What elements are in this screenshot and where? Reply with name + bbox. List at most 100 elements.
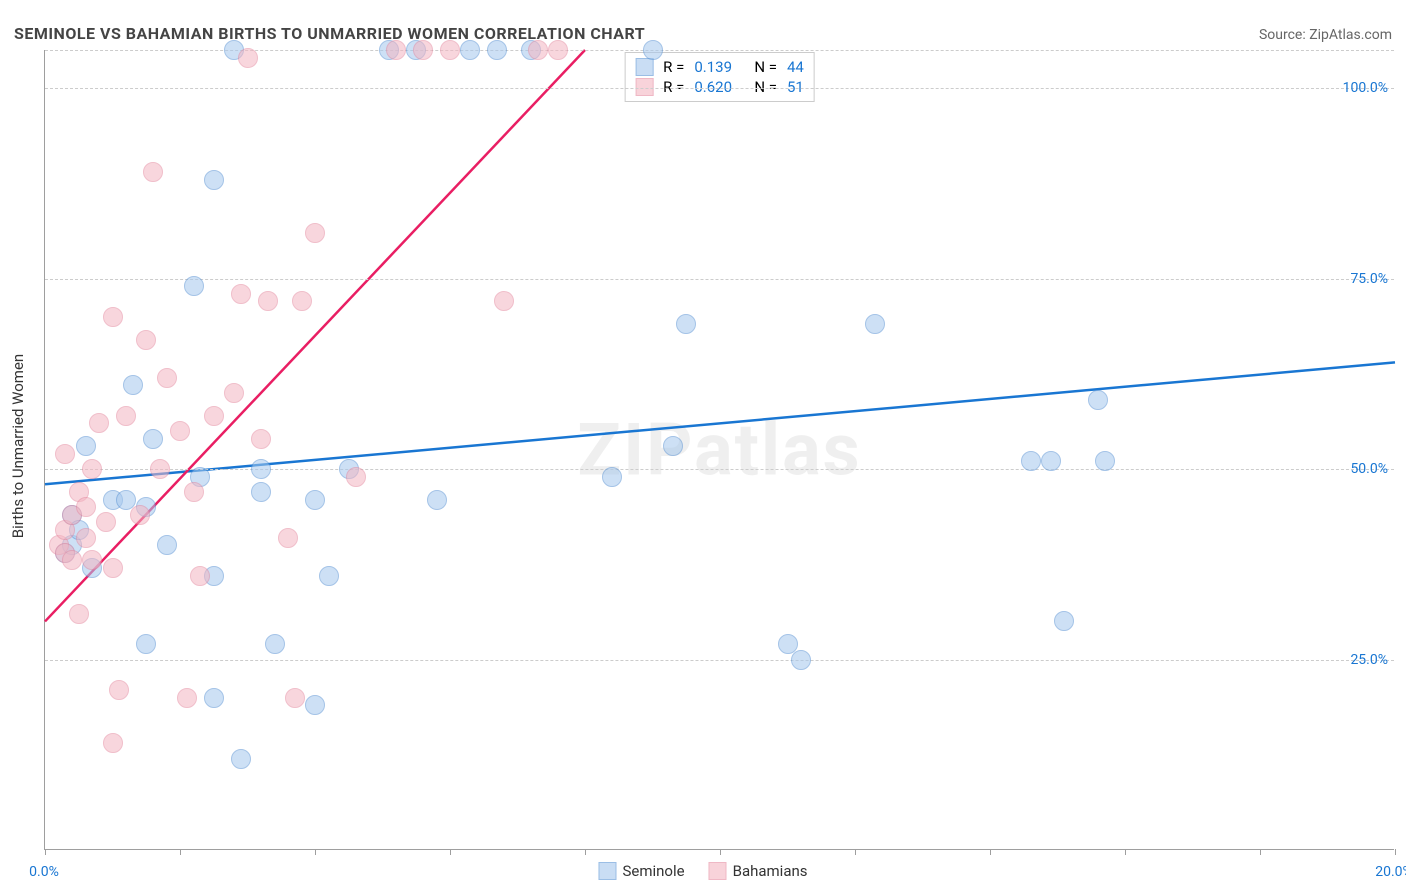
legend-swatch [635, 78, 653, 96]
legend-n-value: 44 [787, 58, 804, 76]
data-point [1088, 390, 1108, 410]
data-point [55, 444, 75, 464]
legend-stats-row: R = 0.139 N = 44 [635, 57, 804, 77]
data-point [494, 291, 514, 311]
grid-line [45, 88, 1394, 89]
data-point [1021, 451, 1041, 471]
data-point [82, 550, 102, 570]
data-point [190, 566, 210, 586]
chart-container: SEMINOLE VS BAHAMIAN BIRTHS TO UNMARRIED… [0, 0, 1406, 892]
header: SEMINOLE VS BAHAMIAN BIRTHS TO UNMARRIED… [14, 24, 1392, 43]
data-point [157, 368, 177, 388]
source-label: Source: ZipAtlas.com [1259, 27, 1392, 43]
data-point [663, 436, 683, 456]
y-tick-label: 25.0% [1350, 652, 1388, 668]
data-point [251, 482, 271, 502]
data-point [319, 566, 339, 586]
data-point [184, 482, 204, 502]
x-tick-mark [855, 849, 856, 855]
legend-item: Bahamians [709, 862, 808, 880]
data-point [285, 688, 305, 708]
legend-n-label: N = [754, 58, 777, 76]
trend-line [45, 50, 585, 621]
data-point [157, 535, 177, 555]
grid-line [45, 660, 1394, 661]
data-point [184, 276, 204, 296]
data-point [460, 40, 480, 60]
data-point [89, 413, 109, 433]
x-tick-mark [990, 849, 991, 855]
data-point [305, 695, 325, 715]
data-point [643, 40, 663, 60]
x-tick-mark [720, 849, 721, 855]
legend-n-label: N = [754, 78, 777, 96]
data-point [204, 406, 224, 426]
data-point [231, 284, 251, 304]
data-point [258, 291, 278, 311]
data-point [224, 383, 244, 403]
y-tick-label: 50.0% [1350, 461, 1388, 477]
x-tick-mark [180, 849, 181, 855]
legend-r-value: 0.620 [694, 78, 744, 96]
data-point [103, 733, 123, 753]
data-point [143, 162, 163, 182]
data-point [69, 604, 89, 624]
data-point [676, 314, 696, 334]
data-point [251, 459, 271, 479]
x-tick-mark [315, 849, 316, 855]
data-point [386, 40, 406, 60]
legend-item-label: Bahamians [733, 862, 808, 880]
data-point [76, 436, 96, 456]
data-point [136, 330, 156, 350]
data-point [116, 406, 136, 426]
data-point [413, 40, 433, 60]
trend-lines [45, 50, 1394, 849]
data-point [1095, 451, 1115, 471]
data-point [103, 307, 123, 327]
y-tick-label: 75.0% [1350, 271, 1388, 287]
x-tick-mark [1260, 849, 1261, 855]
data-point [292, 291, 312, 311]
data-point [548, 40, 568, 60]
data-point [96, 512, 116, 532]
data-point [791, 650, 811, 670]
legend-swatch [635, 58, 653, 76]
grid-line [45, 469, 1394, 470]
x-tick-label: 20.0% [1375, 864, 1406, 880]
data-point [427, 490, 447, 510]
legend-n-value: 51 [787, 78, 804, 96]
legend-r-label: R = [663, 58, 684, 76]
data-point [136, 634, 156, 654]
legend-stats-row: R = 0.620 N = 51 [635, 77, 804, 97]
data-point [251, 429, 271, 449]
legend-item-label: Seminole [622, 862, 684, 880]
legend-item: Seminole [598, 862, 684, 880]
x-tick-mark [45, 849, 46, 855]
data-point [204, 170, 224, 190]
data-point [76, 497, 96, 517]
x-tick-label: 0.0% [29, 864, 59, 880]
data-point [109, 680, 129, 700]
data-point [346, 467, 366, 487]
data-point [177, 688, 197, 708]
x-tick-mark [1395, 849, 1396, 855]
y-axis-label: Births to Unmarried Women [9, 354, 27, 538]
data-point [170, 421, 190, 441]
data-point [278, 528, 298, 548]
grid-line [45, 279, 1394, 280]
legend-r-label: R = [663, 78, 684, 96]
y-tick-label: 100.0% [1343, 80, 1388, 96]
data-point [305, 223, 325, 243]
legend-series: Seminole Bahamians [598, 862, 807, 880]
legend-swatch [709, 862, 727, 880]
x-tick-mark [585, 849, 586, 855]
plot-area: ZIPatlas R =0.139N =44R =0.620N =51 25.0… [44, 50, 1394, 850]
data-point [130, 505, 150, 525]
legend-r-value: 0.139 [694, 58, 744, 76]
data-point [231, 749, 251, 769]
data-point [238, 48, 258, 68]
chart-title: SEMINOLE VS BAHAMIAN BIRTHS TO UNMARRIED… [14, 24, 645, 43]
data-point [82, 459, 102, 479]
data-point [1041, 451, 1061, 471]
x-tick-mark [1125, 849, 1126, 855]
